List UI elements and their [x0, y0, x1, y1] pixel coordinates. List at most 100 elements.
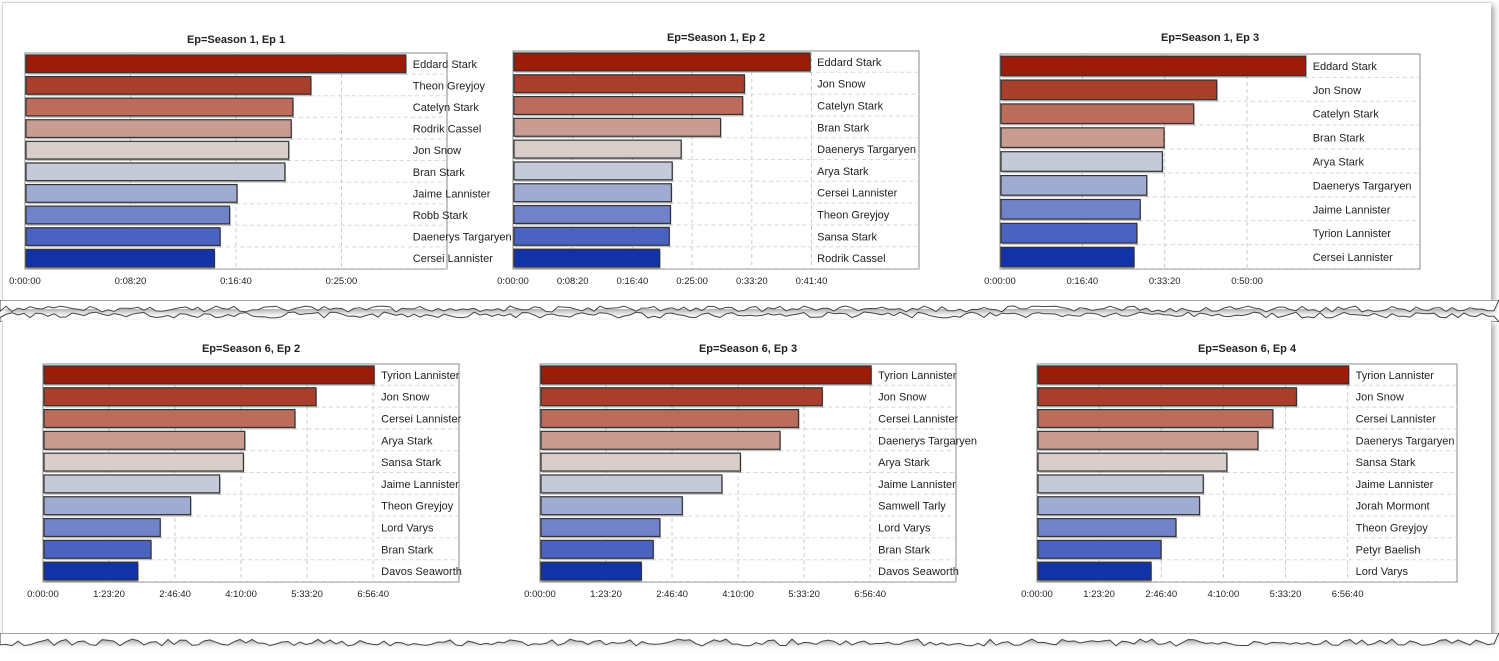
category-label: Arya Stark	[817, 166, 869, 178]
bar	[43, 387, 317, 407]
bar	[25, 75, 312, 95]
bar	[540, 561, 642, 581]
x-tick-label: 5:33:20	[1270, 589, 1302, 600]
bar	[43, 365, 375, 385]
category-label: Davos Seaworth	[878, 566, 959, 578]
x-tick-label: 4:10:00	[1208, 589, 1240, 600]
bar	[513, 248, 661, 268]
x-tick-label: 5:33:20	[788, 589, 820, 600]
category-label: Catelyn Stark	[817, 101, 884, 113]
top-chart-strip: Ep=Season 1, Ep 1 Eddard Stark Theon Greyj…	[2, 2, 1491, 309]
bar	[513, 74, 746, 94]
x-tick-label: 0:00:00	[524, 589, 556, 600]
category-label: Jon Snow	[1313, 85, 1361, 97]
torn-edge-top	[0, 300, 1499, 322]
category-label: Sansa Stark	[381, 457, 441, 469]
bar	[25, 205, 231, 225]
category-label: Sansa Stark	[817, 231, 877, 243]
bar	[513, 52, 811, 72]
bar	[25, 140, 290, 160]
category-label: Daenerys Targaryen	[1313, 180, 1412, 192]
x-tick-label: 0:00:00	[984, 276, 1016, 287]
bar	[43, 408, 296, 429]
x-tick-label: 0:00:00	[497, 276, 529, 287]
x-tick-label: 0:25:00	[326, 276, 358, 287]
bar	[25, 183, 238, 203]
x-tick-label: 1:23:20	[590, 589, 622, 600]
category-label: Arya Stark	[381, 435, 433, 447]
x-tick-label: 0:08:20	[557, 276, 589, 287]
bar	[540, 387, 823, 407]
x-tick-label: 2:46:40	[1145, 589, 1177, 600]
category-label: Daenerys Targaryen	[1356, 435, 1455, 447]
category-label: Jaime Lannister	[381, 479, 459, 491]
chart-title: Ep=Season 1, Ep 1	[187, 34, 285, 46]
bar	[1000, 127, 1165, 149]
category-label: Bran Stark	[1313, 133, 1365, 145]
category-label: Daenerys Targaryen	[413, 232, 512, 244]
bar	[25, 227, 221, 247]
category-label: Daenerys Targaryen	[817, 144, 916, 156]
category-label: Davos Seaworth	[381, 566, 462, 578]
bar	[43, 430, 246, 450]
category-label: Catelyn Stark	[413, 102, 480, 114]
x-tick-label: 0:41:40	[796, 276, 828, 287]
bar	[540, 430, 781, 450]
category-label: Bran Stark	[381, 544, 433, 556]
bar	[513, 161, 673, 181]
bar	[540, 517, 661, 538]
bar	[43, 474, 221, 494]
x-tick-label: 6:56:40	[1332, 589, 1364, 600]
bar	[25, 54, 407, 74]
x-tick-label: 4:10:00	[722, 589, 754, 600]
bar	[1037, 496, 1201, 516]
torn-edge-lower	[0, 311, 1499, 322]
category-label: Theon Greyjoy	[381, 501, 454, 513]
chart-title: Ep=Season 1, Ep 3	[1161, 32, 1259, 44]
category-label: Cersei Lannister	[878, 414, 958, 426]
x-tick-label: 4:10:00	[225, 589, 257, 600]
category-label: Jaime Lannister	[1356, 479, 1434, 491]
bar	[1000, 246, 1135, 268]
bar	[1037, 561, 1152, 581]
category-label: Bran Stark	[817, 122, 869, 134]
category-label: Jon Snow	[817, 79, 865, 91]
category-label: Eddard Stark	[1313, 61, 1378, 73]
category-label: Robb Stark	[413, 210, 469, 222]
category-label: Tyrion Lannister	[381, 370, 460, 382]
x-tick-label: 6:56:40	[854, 589, 886, 600]
category-label: Bran Stark	[878, 544, 930, 556]
category-label: Daenerys Targaryen	[878, 435, 977, 447]
category-label: Sansa Stark	[1356, 457, 1416, 469]
category-label: Jaime Lannister	[878, 479, 956, 491]
category-label: Jon Snow	[878, 392, 926, 404]
category-label: Tyrion Lannister	[878, 370, 957, 382]
x-tick-label: 0:00:00	[1021, 589, 1053, 600]
bar	[513, 204, 672, 225]
bar	[1000, 151, 1164, 172]
bar	[43, 517, 161, 538]
bar	[1037, 517, 1177, 538]
category-label: Arya Stark	[878, 457, 930, 469]
x-tick-label: 0:25:00	[676, 276, 708, 287]
bar	[1037, 365, 1350, 385]
bar	[1000, 103, 1195, 125]
x-tick-label: 0:33:20	[736, 276, 768, 287]
category-label: Lord Varys	[381, 523, 434, 535]
bar	[540, 496, 683, 516]
category-label: Rodrik Cassel	[817, 253, 885, 265]
bar	[513, 183, 672, 203]
category-label: Jon Snow	[381, 392, 429, 404]
x-tick-label: 0:16:40	[1067, 276, 1099, 287]
torn-edge-upper	[0, 300, 1499, 313]
bar	[513, 117, 722, 137]
x-tick-label: 0:00:00	[27, 589, 59, 600]
bar	[1037, 387, 1298, 407]
category-label: Cersei Lannister	[1356, 414, 1436, 426]
category-label: Jaime Lannister	[1313, 204, 1391, 216]
bar	[540, 365, 872, 385]
chart-title: Ep=Season 6, Ep 3	[699, 343, 797, 355]
chart-3: Ep=Season 1, Ep 3 Eddard Stark Jon Snow Cat…	[984, 32, 1421, 287]
bar	[1000, 174, 1148, 196]
category-label: Tyrion Lannister	[1313, 228, 1392, 240]
